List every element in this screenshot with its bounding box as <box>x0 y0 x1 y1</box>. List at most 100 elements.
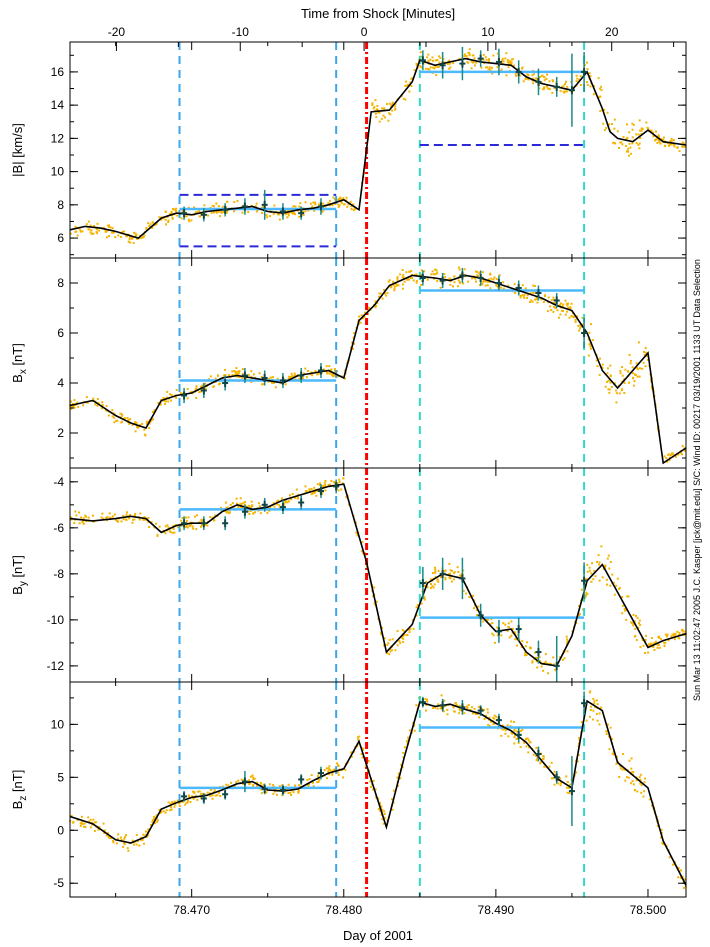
data-point <box>669 140 672 143</box>
data-point <box>164 811 167 814</box>
data-point <box>200 792 203 795</box>
data-point <box>502 281 505 284</box>
data-point <box>87 220 90 223</box>
data-point <box>284 383 287 386</box>
data-point <box>189 801 192 804</box>
data-point <box>647 651 649 654</box>
data-point <box>389 650 392 653</box>
data-point <box>187 516 190 519</box>
data-point <box>302 210 305 213</box>
data-point <box>655 130 657 133</box>
y-tick-label: -12 <box>47 659 65 673</box>
data-point <box>391 103 394 106</box>
data-point <box>176 799 179 802</box>
data-point <box>542 669 545 672</box>
data-point <box>80 815 83 818</box>
data-point <box>168 212 171 215</box>
data-point <box>481 283 484 286</box>
data-point <box>225 210 228 212</box>
data-point <box>200 518 203 521</box>
data-point <box>195 528 198 531</box>
data-point <box>427 59 430 62</box>
data-point <box>449 572 451 575</box>
data-point <box>542 755 545 758</box>
data-point <box>125 834 128 836</box>
data-point <box>407 736 410 739</box>
data-point <box>561 309 564 312</box>
data-point <box>681 145 684 148</box>
data-point <box>635 133 638 136</box>
data-point <box>439 56 442 59</box>
data-point <box>612 581 615 584</box>
data-point <box>260 782 262 784</box>
data-point <box>140 237 143 240</box>
data-point <box>109 226 112 229</box>
data-point <box>458 704 461 707</box>
data-point <box>607 367 609 370</box>
data-point <box>204 523 207 526</box>
data-point <box>672 139 675 142</box>
data-point <box>520 729 522 732</box>
data-point <box>623 607 626 610</box>
data-point <box>396 776 399 779</box>
data-point <box>153 224 156 227</box>
data-point <box>567 786 570 789</box>
data-point <box>225 511 228 514</box>
y-axis-label: |B| [km/s] <box>10 123 25 177</box>
data-point <box>475 270 477 273</box>
data-point <box>408 278 411 281</box>
data-point <box>639 773 642 776</box>
data-point <box>495 284 498 287</box>
data-point <box>405 740 408 743</box>
data-point <box>117 234 120 237</box>
data-point <box>625 123 628 126</box>
data-point <box>215 202 218 205</box>
data-point <box>111 415 114 418</box>
data-point <box>374 99 377 102</box>
data-point <box>390 285 393 288</box>
data-point <box>88 820 91 823</box>
data-point <box>105 405 108 408</box>
data-point <box>90 229 93 232</box>
data-point <box>652 642 655 645</box>
data-point <box>358 315 361 318</box>
data-point <box>450 580 453 583</box>
data-point <box>231 370 234 373</box>
data-point <box>401 269 404 271</box>
data-point <box>85 223 88 226</box>
data-point <box>351 347 354 350</box>
data-point <box>313 209 316 212</box>
data-point <box>426 278 429 281</box>
data-point <box>235 373 238 376</box>
data-point <box>467 61 470 64</box>
data-point <box>652 645 655 648</box>
data-point <box>241 368 244 371</box>
data-point <box>84 826 87 829</box>
data-point <box>93 225 95 227</box>
data-point <box>209 795 212 798</box>
data-point <box>180 524 183 527</box>
data-point <box>192 790 194 793</box>
data-point <box>652 131 655 134</box>
data-point <box>167 219 170 222</box>
data-point <box>195 387 198 390</box>
data-point <box>616 577 619 580</box>
data-point <box>375 304 377 307</box>
data-point <box>596 365 599 368</box>
data-point <box>636 375 639 378</box>
data-point <box>666 635 668 638</box>
data-point <box>306 783 309 786</box>
data-point <box>384 116 386 119</box>
data-point <box>534 291 537 294</box>
data-point <box>176 214 179 217</box>
data-point <box>247 510 250 513</box>
data-point <box>255 202 258 205</box>
data-point <box>532 82 535 85</box>
data-point <box>342 477 345 480</box>
data-point <box>377 111 379 114</box>
data-point <box>105 516 108 519</box>
data-point <box>638 776 641 779</box>
data-point <box>226 201 229 203</box>
data-point <box>544 653 547 656</box>
data-point <box>369 780 372 783</box>
